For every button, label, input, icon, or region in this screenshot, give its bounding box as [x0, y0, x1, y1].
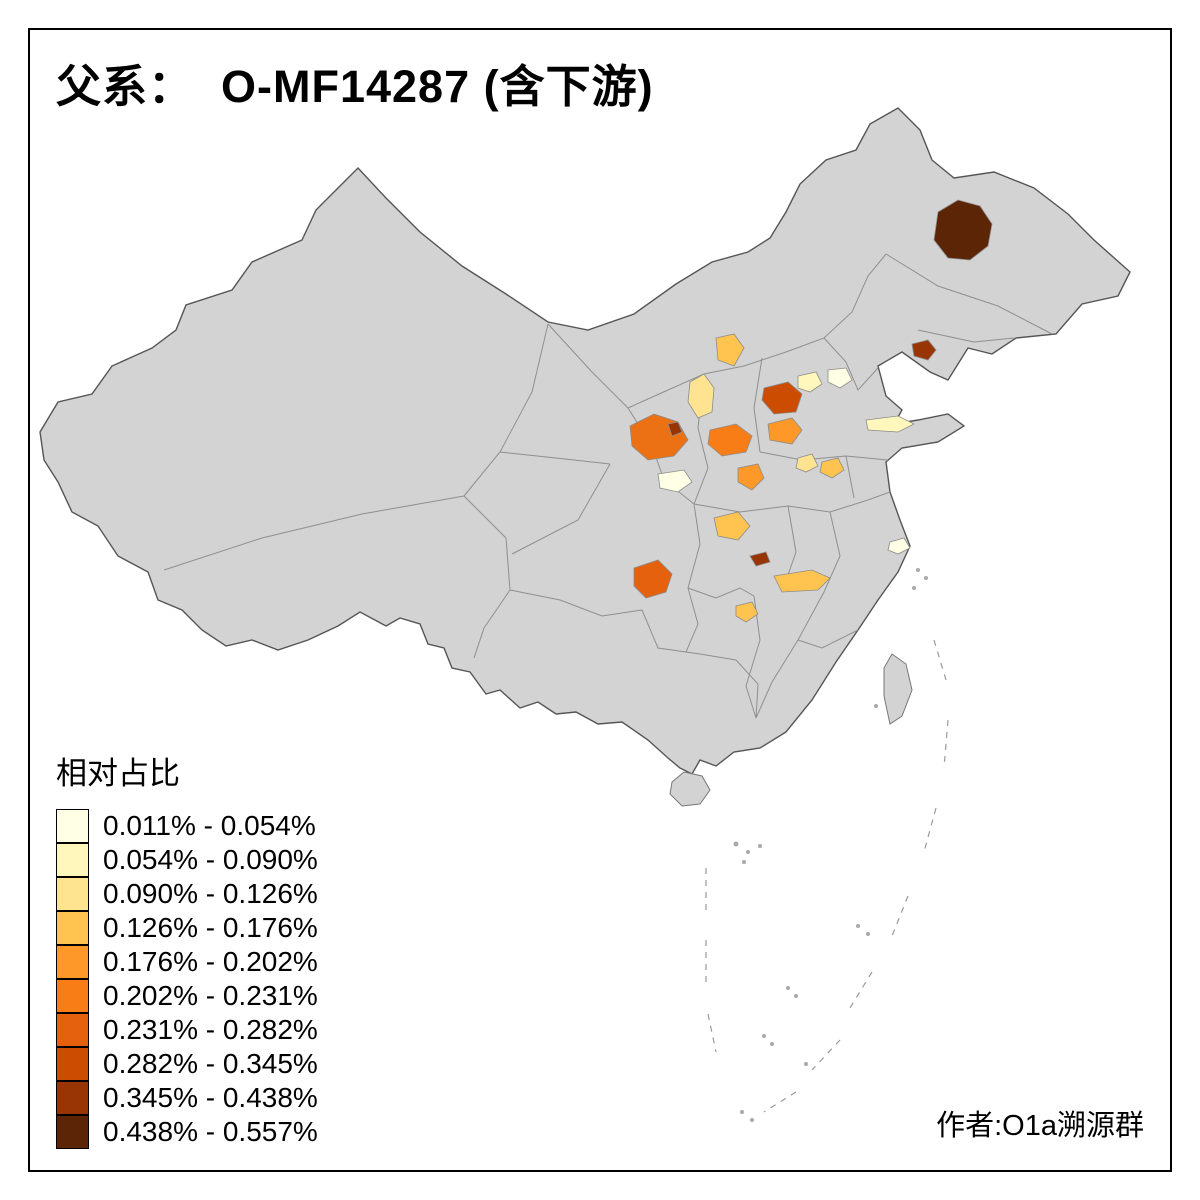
legend-item: 0.090% - 0.126%: [56, 876, 318, 911]
legend-label: 0.231% - 0.282%: [103, 1014, 318, 1045]
map-region: [865, 415, 915, 433]
legend-swatch: [56, 842, 89, 877]
map-region: [795, 453, 819, 473]
legend-item: 0.054% - 0.090%: [56, 842, 318, 877]
legend-swatch: [56, 910, 89, 945]
map-region: [887, 537, 911, 555]
legend-label: 0.345% - 0.438%: [103, 1082, 318, 1113]
map-region: [667, 421, 683, 437]
nine-dash-line: [705, 639, 949, 1113]
map-region: [767, 417, 803, 445]
legend-label: 0.438% - 0.557%: [103, 1116, 318, 1147]
legend-items: 0.011% - 0.054% 0.054% - 0.090% 0.090% -…: [56, 808, 318, 1149]
credit-text: 作者:O1a溯源群: [936, 1110, 1144, 1142]
legend-item: 0.126% - 0.176%: [56, 910, 318, 945]
map-region: [737, 463, 765, 491]
legend-swatch: [56, 1012, 89, 1047]
legend-label: 0.202% - 0.231%: [103, 980, 318, 1011]
legend-item: 0.231% - 0.282%: [56, 1012, 318, 1047]
map-region: [735, 601, 759, 623]
legend-swatch: [56, 978, 89, 1013]
map-region: [633, 559, 673, 599]
legend-item: 0.345% - 0.438%: [56, 1080, 318, 1115]
map-region: [657, 469, 693, 493]
legend-label: 0.090% - 0.126%: [103, 878, 318, 909]
china-mainland: [39, 107, 1131, 775]
legend: 相对占比 0.011% - 0.054% 0.054% - 0.090% 0.0…: [56, 748, 318, 1149]
legend-item: 0.176% - 0.202%: [56, 944, 318, 979]
province-borders: [163, 253, 1053, 719]
map-region: [707, 423, 753, 457]
map-region: [933, 199, 993, 261]
legend-title: 相对占比: [56, 756, 180, 791]
hainan-island: [669, 771, 711, 807]
legend-label: 0.054% - 0.090%: [103, 844, 318, 875]
legend-label: 0.126% - 0.176%: [103, 912, 318, 943]
legend-item: 0.438% - 0.557%: [56, 1114, 318, 1149]
taiwan-island: [883, 653, 913, 725]
legend-swatch: [56, 1114, 89, 1149]
map-region: [749, 551, 771, 567]
map-region: [713, 511, 751, 541]
legend-label: 0.282% - 0.345%: [103, 1048, 318, 1079]
map-region: [761, 381, 803, 415]
map-region: [827, 367, 853, 389]
legend-item: 0.202% - 0.231%: [56, 978, 318, 1013]
map-region: [797, 371, 823, 393]
legend-label: 0.176% - 0.202%: [103, 946, 318, 977]
map-region: [911, 339, 937, 361]
map-region: [687, 373, 715, 419]
highlighted-regions: [629, 199, 993, 623]
legend-swatch: [56, 808, 89, 843]
legend-label: 0.011% - 0.054%: [103, 810, 316, 841]
map-region: [773, 569, 831, 593]
map-region: [819, 457, 845, 479]
map-region: [715, 333, 745, 367]
legend-swatch: [56, 1080, 89, 1115]
legend-swatch: [56, 876, 89, 911]
page-title: 父系： O-MF14287 (含下游): [56, 61, 654, 112]
legend-swatch: [56, 944, 89, 979]
legend-swatch: [56, 1046, 89, 1081]
legend-item: 0.282% - 0.345%: [56, 1046, 318, 1081]
legend-item: 0.011% - 0.054%: [56, 808, 318, 843]
small-islands: [733, 568, 928, 1122]
